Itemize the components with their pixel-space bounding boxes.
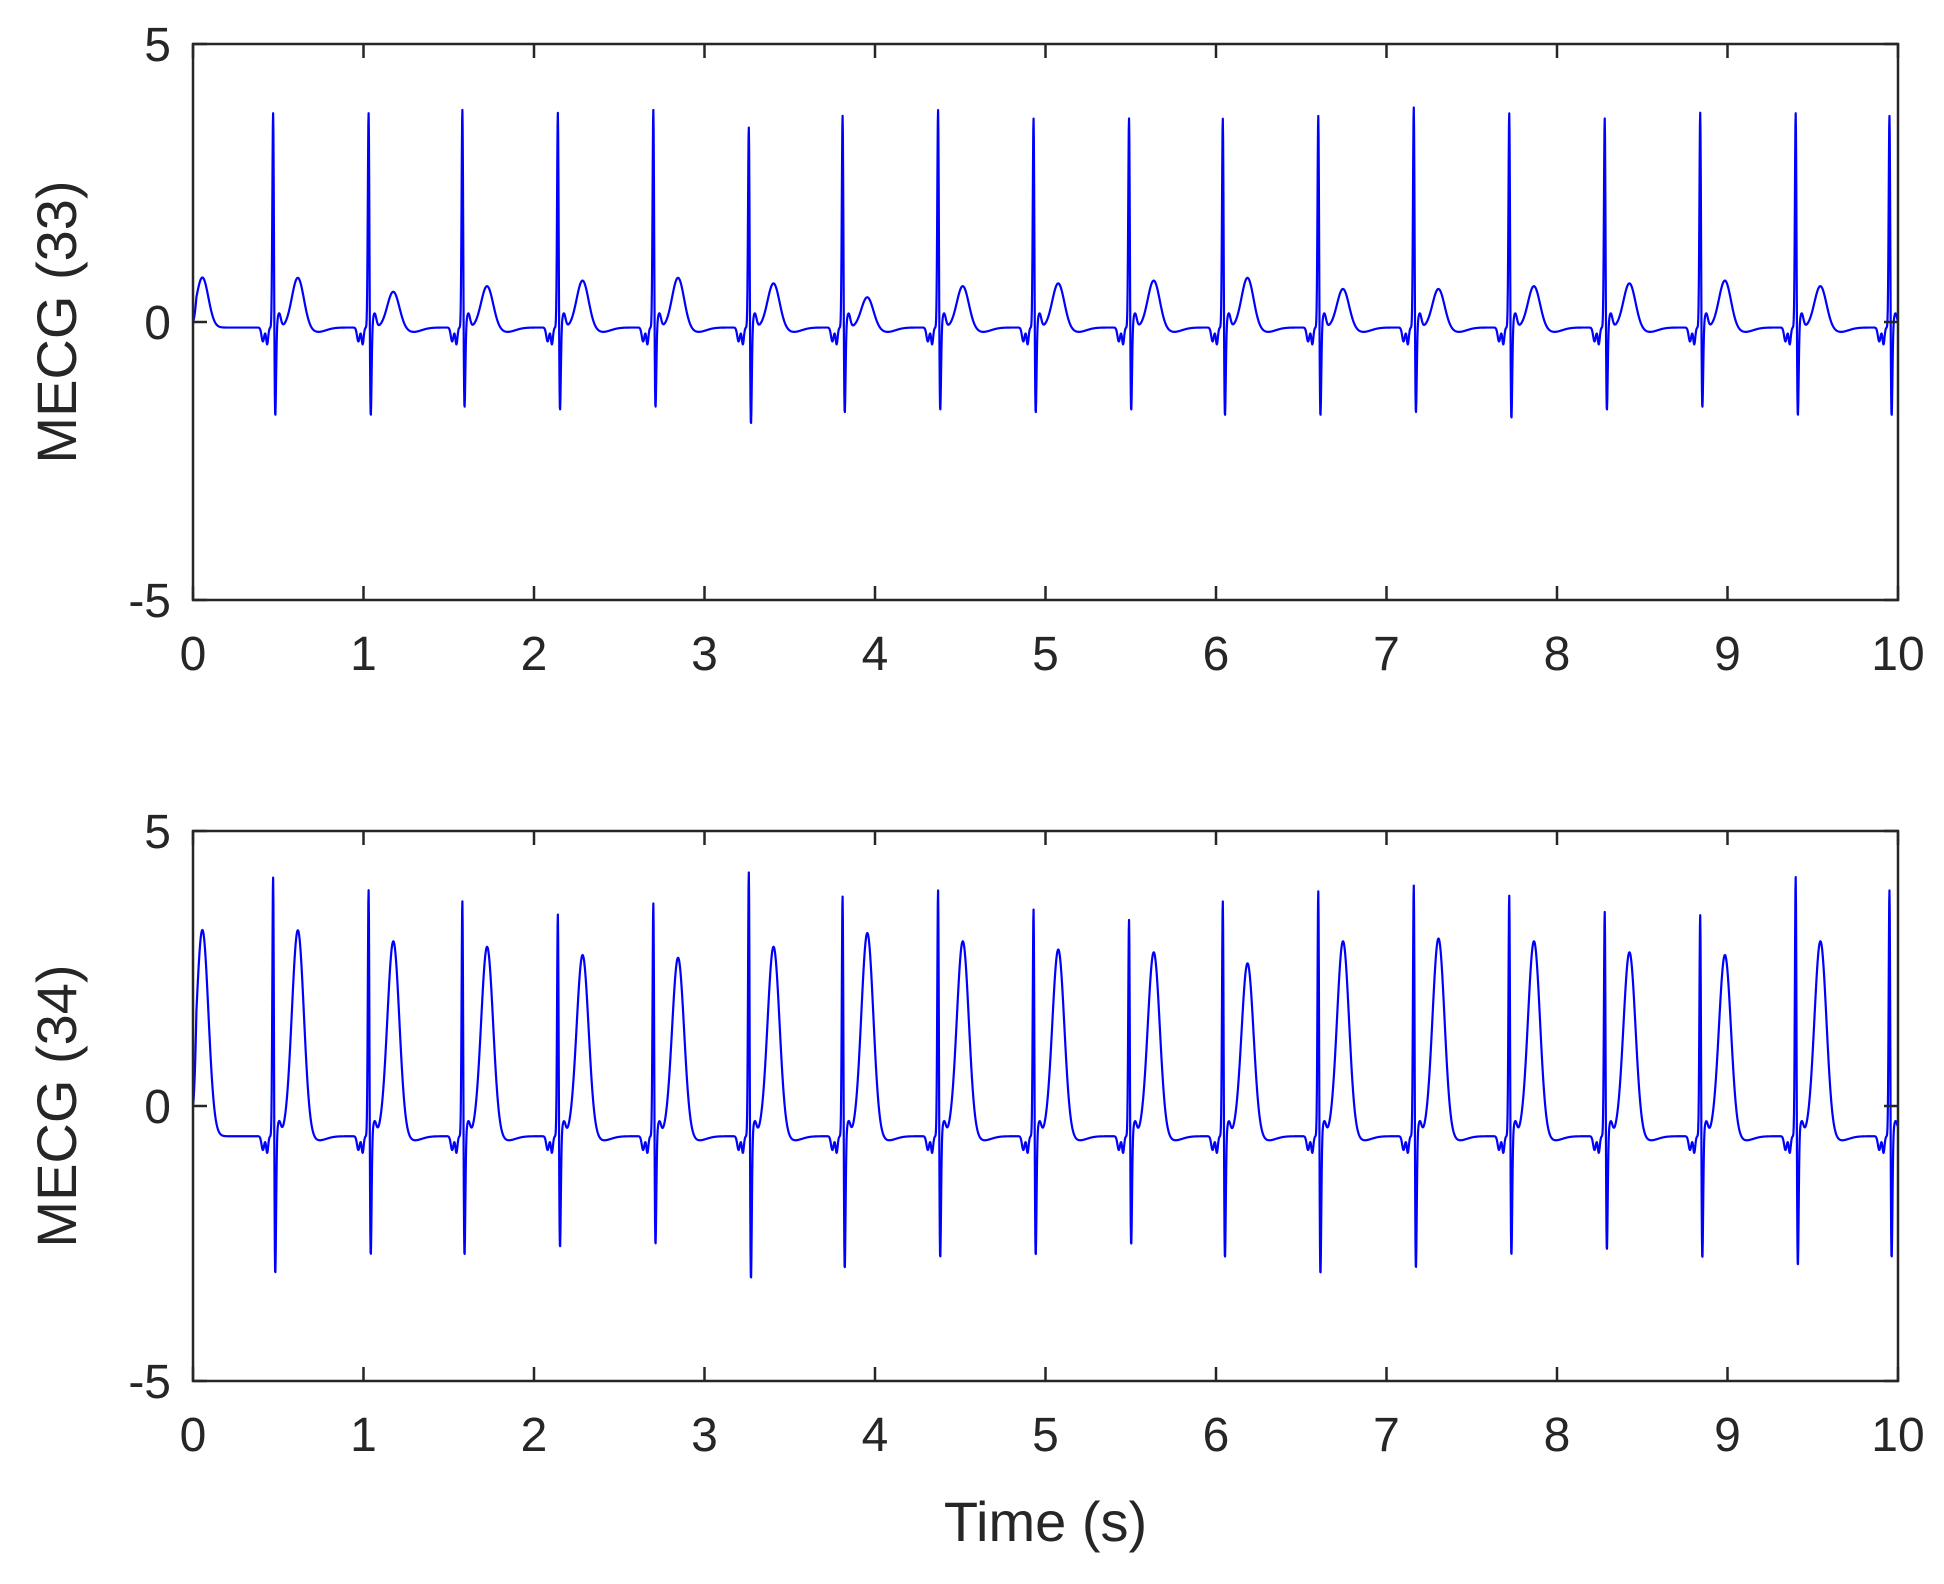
x-tick-label: 8: [1544, 628, 1571, 681]
y-tick-label: 0: [144, 297, 171, 350]
ecg-series-line: [191, 871, 1899, 1279]
y-tick-label: -5: [128, 1356, 171, 1409]
x-tick-label: 8: [1544, 1409, 1571, 1462]
x-tick-label: 5: [1032, 628, 1059, 681]
plot-frame: [191, 829, 1900, 1383]
x-tick-label: 10: [1871, 1409, 1924, 1462]
x-tick-label: 10: [1871, 628, 1924, 681]
x-tick-label: 2: [521, 628, 548, 681]
x-tick-label: 5: [1032, 1409, 1059, 1462]
x-tick-label: 7: [1373, 628, 1400, 681]
x-tick-label: 1: [350, 1409, 377, 1462]
x-tick-label: 2: [521, 1409, 548, 1462]
x-tick-label: 3: [691, 1409, 718, 1462]
x-tick-label: 3: [691, 628, 718, 681]
ecg-series-line: [191, 106, 1900, 425]
x-tick-label: 7: [1373, 1409, 1400, 1462]
y-tick-label: 0: [144, 1081, 171, 1134]
x-tick-label: 0: [180, 628, 207, 681]
x-tick-label: 1: [350, 628, 377, 681]
x-tick-label: 9: [1714, 628, 1741, 681]
y-tick-label: 5: [144, 806, 171, 859]
x-tick-label: 6: [1203, 628, 1230, 681]
y-tick-label: 5: [144, 19, 171, 72]
x-tick-label: 4: [862, 628, 889, 681]
x-tick-label: 4: [862, 1409, 889, 1462]
y-axis-label: MECG (33): [25, 180, 88, 463]
x-tick-label: 0: [180, 1409, 207, 1462]
y-axis-label: MECG (34): [25, 964, 88, 1247]
x-tick-label: 9: [1714, 1409, 1741, 1462]
y-tick-label: -5: [128, 575, 171, 628]
x-axis-label: Time (s): [944, 1490, 1147, 1553]
x-tick-label: 6: [1203, 1409, 1230, 1462]
